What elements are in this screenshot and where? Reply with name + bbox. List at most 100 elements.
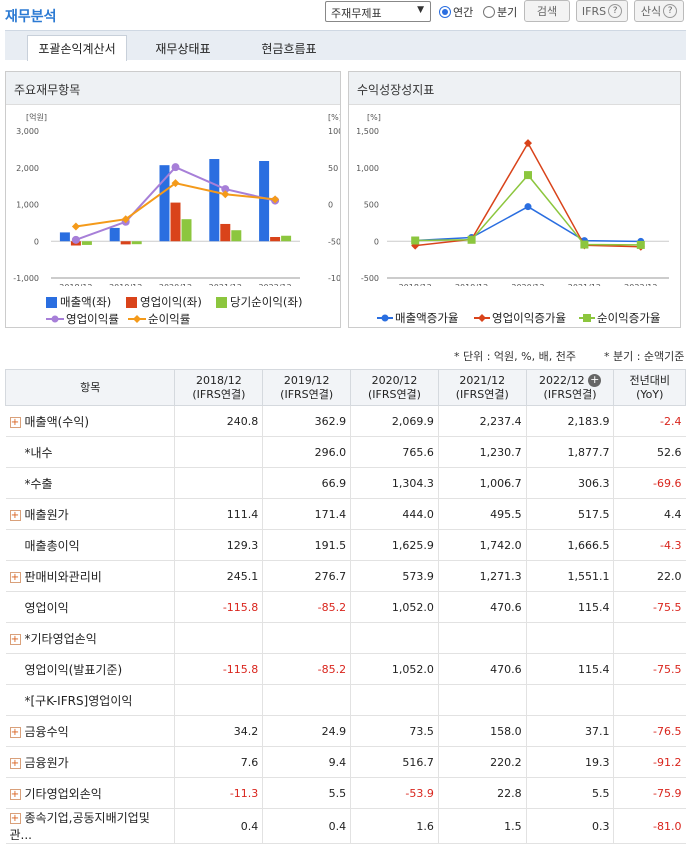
yoy-cell: -81.0 bbox=[613, 808, 686, 844]
income-statement-table: 항목 2018/12 (IFRS연결) 2019/12 (IFRS연결) 2020/… bbox=[4, 369, 686, 844]
row-label[interactable]: + 금융원가 bbox=[5, 746, 175, 778]
y-tick-label: -1,000 bbox=[13, 274, 39, 283]
line-point bbox=[467, 235, 476, 244]
value-cell: 73.5 bbox=[350, 715, 439, 747]
expand-plus-icon[interactable]: + bbox=[9, 509, 21, 521]
row-label[interactable]: + 기타영업외손익 bbox=[5, 777, 175, 809]
row-label[interactable]: + 매출액(수익) bbox=[5, 405, 175, 437]
value-cell: 34.2 bbox=[174, 715, 263, 747]
statement-type-select[interactable]: 주재무제표 ▼ bbox=[325, 1, 431, 22]
expand-plus-icon[interactable]: + bbox=[9, 726, 21, 738]
expand-plus-icon[interactable]: + bbox=[9, 788, 21, 800]
yoy-cell: -4.3 bbox=[613, 529, 686, 561]
y-tick-label: 100 bbox=[328, 127, 340, 136]
legend-swatch-icon bbox=[126, 296, 137, 308]
col-period-header: 2018/12 (IFRS연결) bbox=[174, 369, 264, 406]
question-icon: ? bbox=[663, 4, 678, 18]
col-item-header: 항목 bbox=[4, 369, 176, 406]
row-label[interactable]: + 금융수익 bbox=[5, 715, 175, 747]
panel-title: 주요재무항목 bbox=[6, 72, 340, 105]
legend-item: 당기순이익(좌) bbox=[216, 294, 302, 310]
tab-cash-flow[interactable]: 현금흐름표 bbox=[261, 41, 317, 56]
row-label-text: *기타영업손익 bbox=[24, 631, 97, 646]
row-label: 영업이익 bbox=[5, 591, 175, 623]
unit-note: * 단위 : 억원, %, 배, 천주 bbox=[454, 350, 576, 363]
expand-plus-icon[interactable]: + bbox=[9, 633, 21, 645]
row-label[interactable]: + 종속기업,공동지배기업및관... bbox=[5, 808, 175, 844]
quarter-note: * 분기 : 순액기준 bbox=[604, 350, 685, 363]
y-tick-label: 500 bbox=[364, 201, 379, 210]
series-line bbox=[415, 205, 641, 243]
bar bbox=[231, 230, 242, 242]
value-cell: 470.6 bbox=[437, 653, 527, 685]
annual-radio[interactable]: 연간 bbox=[439, 4, 473, 20]
table-row: + 매출액(수익) 240.8 362.9 2,069.9 2,237.4 2,183.9-… bbox=[5, 405, 686, 437]
x-tick-label: 2020/12 bbox=[511, 283, 544, 286]
row-label-text: 판매비와관리비 bbox=[24, 569, 102, 584]
table-row: 영업이익(발표기준) -115.8 -85.2 1,052.0 470.6 115.4 -7… bbox=[5, 653, 686, 685]
line-point bbox=[71, 222, 80, 231]
bar bbox=[209, 159, 220, 242]
value-cell: 1,271.3 bbox=[437, 560, 527, 592]
y-tick-label: 0 bbox=[328, 201, 333, 210]
table-row: + 금융수익 34.2 24.9 73.5 158.0 37.1 -76.5 bbox=[5, 715, 686, 747]
x-tick-label: 2019/12 bbox=[109, 283, 142, 286]
row-label[interactable]: + *기타영업손익 bbox=[5, 622, 175, 654]
line-point bbox=[121, 215, 130, 224]
table-row: + 판매비와관리비 245.1 276.7 573.9 1,271.3 1,551.1 22.… bbox=[5, 560, 686, 592]
expand-plus-icon[interactable]: + bbox=[9, 757, 21, 769]
expand-plus-icon[interactable]: + bbox=[9, 813, 21, 824]
yoy-cell: 22.0 bbox=[613, 560, 686, 592]
row-label[interactable]: + 매출원가 bbox=[5, 498, 175, 530]
value-cell: 129.3 bbox=[174, 529, 263, 561]
table-row: *[구K-IFRS]영업이익 bbox=[5, 684, 686, 716]
y-tick-label: 3,000 bbox=[16, 127, 39, 136]
tab-balance-sheet[interactable]: 재무상태표 bbox=[155, 41, 211, 56]
axis-unit-label: [%] bbox=[328, 113, 340, 122]
line-point bbox=[411, 236, 420, 245]
value-cell: -53.9 bbox=[350, 777, 439, 809]
ifrs-help-button[interactable]: IFRS? bbox=[576, 0, 628, 22]
value-cell: 1,230.7 bbox=[437, 436, 527, 468]
tab-income-statement[interactable]: 포괄손익계산서 bbox=[27, 35, 127, 61]
value-cell: 306.3 bbox=[525, 467, 614, 499]
y-tick-label: 1,000 bbox=[16, 201, 39, 210]
yoy-cell: 52.6 bbox=[613, 436, 686, 468]
y-tick-label: 50 bbox=[328, 164, 338, 173]
panel-title: 수익성장성지표 bbox=[349, 72, 680, 105]
quarter-radio[interactable]: 분기 bbox=[483, 4, 517, 20]
formula-help-button[interactable]: 산식? bbox=[634, 0, 684, 22]
value-cell: 22.8 bbox=[437, 777, 527, 809]
y-tick-label: 1,000 bbox=[356, 164, 379, 173]
yoy-cell: -75.9 bbox=[613, 777, 686, 809]
header: 재무분석 주재무제표 ▼ 연간 분기 검색 IFRS? 산식? bbox=[0, 0, 686, 30]
row-label-text: *수출 bbox=[24, 476, 53, 491]
value-cell: 1,304.3 bbox=[350, 467, 439, 499]
series-line bbox=[415, 141, 641, 248]
value-cell: 240.8 bbox=[174, 405, 263, 437]
expand-plus-icon[interactable]: + bbox=[9, 416, 21, 428]
value-cell bbox=[262, 684, 351, 716]
legend-item: 영업이익증가율 bbox=[474, 310, 566, 326]
legend-item: 순이익률 bbox=[128, 311, 190, 327]
yoy-cell: 4.4 bbox=[613, 498, 686, 530]
x-tick-label: 2020/12 bbox=[159, 283, 192, 286]
line-point bbox=[171, 163, 180, 172]
radio-unchecked-icon bbox=[483, 6, 495, 18]
legend-swatch-icon bbox=[46, 296, 57, 308]
chevron-down-icon: ▼ bbox=[417, 5, 424, 15]
search-button[interactable]: 검색 bbox=[524, 0, 570, 22]
value-cell: 1,877.7 bbox=[525, 436, 614, 468]
add-column-icon[interactable]: + bbox=[588, 373, 602, 387]
row-label-text: 매출액(수익) bbox=[24, 414, 90, 429]
row-label[interactable]: + 판매비와관리비 bbox=[5, 560, 175, 592]
expand-plus-icon[interactable]: + bbox=[9, 571, 21, 583]
row-label: *[구K-IFRS]영업이익 bbox=[5, 684, 175, 716]
row-label: *수출 bbox=[5, 467, 175, 499]
radio-checked-icon bbox=[439, 6, 451, 18]
yoy-cell: -69.6 bbox=[613, 467, 686, 499]
bar bbox=[81, 241, 92, 245]
value-cell: 2,069.9 bbox=[350, 405, 439, 437]
value-cell: 516.7 bbox=[350, 746, 439, 778]
yoy-cell bbox=[613, 622, 686, 654]
